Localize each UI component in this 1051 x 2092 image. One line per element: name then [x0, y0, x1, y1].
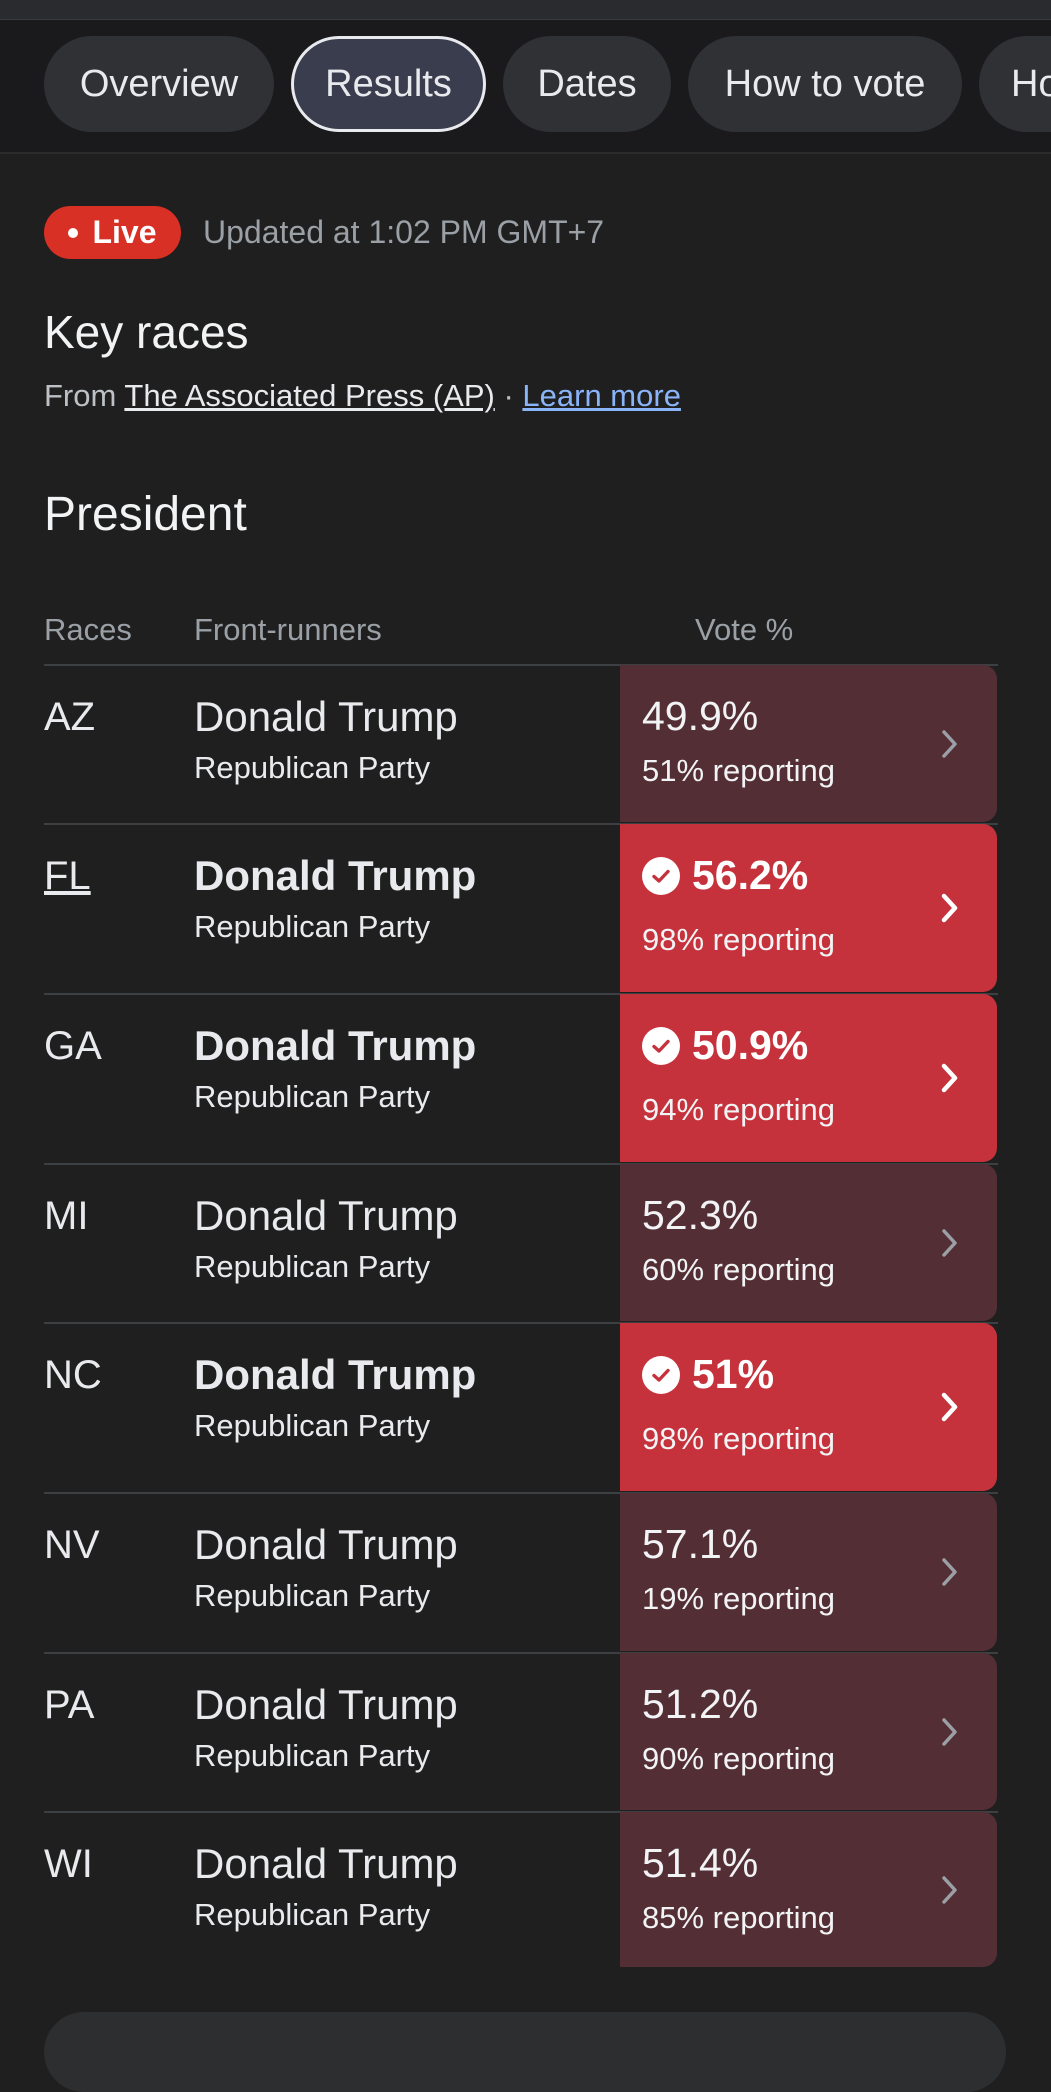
row-divider — [44, 1163, 998, 1165]
race-state: MI — [44, 1194, 89, 1238]
chevron-right-icon — [939, 1715, 961, 1749]
race-result-button[interactable]: 56.2% 98% reporting — [620, 824, 997, 992]
race-state[interactable]: FL — [44, 854, 91, 898]
status-strip — [0, 0, 1051, 20]
row-divider — [44, 1322, 998, 1324]
candidate-name: Donald Trump — [194, 1192, 458, 1239]
chevron-right-icon — [939, 1390, 961, 1424]
live-status: Live Updated at 1:02 PM GMT+7 — [44, 206, 604, 259]
race-state: GA — [44, 1024, 102, 1068]
chevron-right-icon — [939, 1555, 961, 1589]
row-divider — [44, 1811, 998, 1813]
checkmark-icon — [642, 856, 680, 895]
race-result-button[interactable]: 57.1% 19% reporting — [620, 1493, 997, 1651]
next-card — [44, 2012, 1006, 2092]
section-title: President — [44, 488, 247, 541]
reporting-status: 90% reporting — [642, 1741, 836, 1776]
chevron-right-icon — [939, 1873, 961, 1907]
tab-more[interactable]: Ho — [979, 36, 1051, 132]
race-state: PA — [44, 1683, 95, 1727]
updated-time: Updated at 1:02 PM GMT+7 — [203, 214, 605, 250]
race-result-button[interactable]: 51% 98% reporting — [620, 1323, 997, 1491]
candidate-party: Republican Party — [194, 1897, 431, 1932]
reporting-status: 98% reporting — [642, 922, 836, 957]
race-result-button[interactable]: 51.4% 85% reporting — [620, 1812, 997, 1967]
candidate-party: Republican Party — [194, 1578, 431, 1613]
reporting-status: 94% reporting — [642, 1092, 836, 1127]
tab-divider — [0, 152, 1051, 154]
header-races: Races — [44, 612, 132, 647]
candidate-name: Donald Trump — [194, 1681, 458, 1728]
vote-percent: 56.2% — [642, 852, 808, 899]
tab-dates[interactable]: Dates — [503, 36, 671, 132]
reporting-status: 85% reporting — [642, 1900, 836, 1935]
race-result-button[interactable]: 50.9% 94% reporting — [620, 994, 997, 1162]
checkmark-icon — [642, 1026, 680, 1065]
reporting-status: 98% reporting — [642, 1421, 836, 1456]
source-line: From The Associated Press (AP) · Learn m… — [44, 378, 681, 413]
tab-overview[interactable]: Overview — [44, 36, 274, 132]
reporting-status: 51% reporting — [642, 753, 836, 788]
candidate-party: Republican Party — [194, 1079, 431, 1114]
candidate-name: Donald Trump — [194, 852, 477, 899]
tab-how-to-vote[interactable]: How to vote — [688, 36, 962, 132]
vote-percent: 49.9% — [642, 693, 759, 739]
chevron-right-icon — [939, 727, 961, 761]
race-result-button[interactable]: 49.9% 51% reporting — [620, 665, 997, 822]
row-divider — [44, 823, 998, 825]
vote-percent: 51.4% — [642, 1840, 759, 1886]
chevron-right-icon — [939, 1226, 961, 1260]
row-divider — [44, 664, 998, 666]
reporting-status: 19% reporting — [642, 1581, 836, 1616]
live-badge: Live — [44, 206, 181, 259]
candidate-party: Republican Party — [194, 909, 431, 944]
live-dot-icon — [68, 227, 79, 238]
race-state: WI — [44, 1842, 93, 1886]
candidate-party: Republican Party — [194, 750, 431, 785]
row-divider — [44, 993, 998, 995]
tab-results[interactable]: Results — [291, 36, 486, 132]
vote-percent: 50.9% — [642, 1022, 808, 1069]
vote-percent: 51% — [642, 1351, 774, 1398]
header-vote: Vote % — [695, 612, 794, 647]
candidate-name: Donald Trump — [194, 1351, 477, 1398]
vote-percent: 51.2% — [642, 1681, 759, 1727]
reporting-status: 60% reporting — [642, 1252, 836, 1287]
candidate-name: Donald Trump — [194, 1022, 477, 1069]
race-result-button[interactable]: 52.3% 60% reporting — [620, 1164, 997, 1321]
vote-percent: 52.3% — [642, 1192, 759, 1238]
candidate-party: Republican Party — [194, 1408, 431, 1443]
tab-bar: Overview Results Dates How to vote Ho — [0, 20, 1051, 154]
race-state: NV — [44, 1523, 100, 1567]
candidate-party: Republican Party — [194, 1249, 431, 1284]
candidate-name: Donald Trump — [194, 1840, 458, 1887]
candidate-party: Republican Party — [194, 1738, 431, 1773]
learn-more-link[interactable]: Learn more — [522, 378, 681, 413]
ap-link[interactable]: The Associated Press (AP) — [124, 378, 495, 413]
row-divider — [44, 1652, 998, 1654]
candidate-name: Donald Trump — [194, 693, 458, 740]
race-state: NC — [44, 1353, 102, 1397]
key-races-title: Key races — [44, 306, 249, 358]
chevron-right-icon — [939, 1061, 961, 1095]
race-result-button[interactable]: 51.2% 90% reporting — [620, 1653, 997, 1810]
row-divider — [44, 1492, 998, 1494]
checkmark-icon — [642, 1355, 680, 1394]
race-state: AZ — [44, 695, 96, 739]
chevron-right-icon — [939, 891, 961, 925]
vote-percent: 57.1% — [642, 1521, 759, 1567]
candidate-name: Donald Trump — [194, 1521, 458, 1568]
header-front-runners: Front-runners — [194, 612, 382, 647]
